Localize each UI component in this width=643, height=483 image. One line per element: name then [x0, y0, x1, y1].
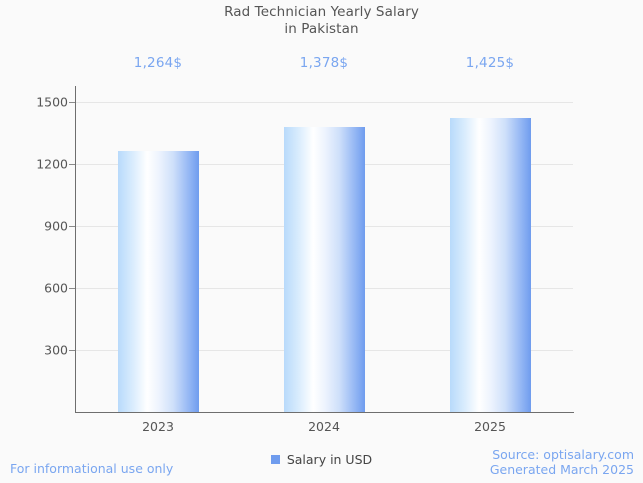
plot-area	[75, 86, 573, 412]
legend-label-salary-in-usd: Salary in USD	[286, 452, 373, 467]
legend-swatch-salary-in-usd	[270, 455, 280, 464]
source-attribution: Source: optisalary.com Generated March 2…	[490, 447, 634, 477]
y-axis-label-600: 600	[44, 280, 68, 296]
bar-2025[interactable]	[449, 117, 531, 412]
y-axis-label-1500: 1500	[36, 94, 68, 110]
chart-title-line-2: in Pakistan	[284, 21, 359, 37]
y-axis-label-300: 300	[44, 342, 68, 358]
x-axis-line	[75, 412, 574, 414]
x-axis-label-2023: 2023	[142, 419, 174, 434]
bar-value-label-2024: 1,378$	[299, 55, 349, 71]
bar-value-label-2023: 1,264$	[133, 55, 183, 71]
x-axis-label-2024: 2024	[308, 419, 340, 434]
bar-value-label-2025: 1,425$	[465, 55, 515, 71]
chart-legend[interactable]: Salary in USD	[0, 452, 643, 467]
x-axis-label-2025: 2025	[474, 419, 506, 434]
generated-text: Generated March 2025	[489, 462, 634, 477]
y-tick-mark-300	[69, 350, 75, 351]
chart-title-line-1: Rad Technician Yearly Salary	[224, 4, 419, 20]
y-axis-label-1200: 1200	[36, 156, 68, 172]
y-axis-line	[75, 86, 76, 413]
chart-title: Rad Technician Yearly Salary in Pakistan	[0, 4, 643, 38]
grid-line-1500	[75, 102, 573, 103]
y-tick-mark-600	[69, 288, 75, 289]
bar-2023[interactable]	[117, 150, 199, 412]
y-tick-mark-1200	[69, 164, 75, 165]
y-axis-label-900: 900	[44, 218, 68, 234]
y-tick-mark-1500	[69, 102, 75, 103]
bar-2024[interactable]	[283, 127, 365, 412]
y-tick-mark-900	[69, 226, 75, 227]
disclaimer-text: For informational use only	[10, 461, 174, 476]
source-text: Source: optisalary.com	[492, 447, 634, 462]
